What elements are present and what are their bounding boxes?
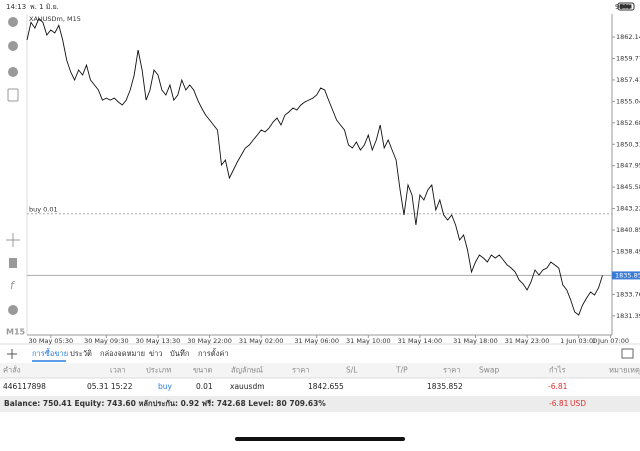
x-tick-label: 1 Jun 03:00 (560, 337, 597, 345)
tab[interactable]: การซื้อขาย (32, 348, 68, 358)
tool-icon[interactable] (8, 305, 18, 315)
x-tick-label: 31 May 23:00 (505, 337, 550, 345)
order-label: buy 0.01 (29, 206, 58, 214)
y-tick-label: 1831.395 (616, 312, 640, 320)
y-tick-label: 1840.855 (616, 226, 640, 234)
total-profit: -6.81 (549, 399, 569, 408)
x-tick-label: 31 May 02:00 (239, 337, 284, 345)
table-cell: 05.31 15:22 (87, 382, 133, 391)
x-tick-label: 30 May 13:30 (136, 337, 181, 345)
tool-icon[interactable]: f (10, 279, 16, 292)
tool-icon[interactable] (8, 67, 18, 77)
table-cell: -6.81 (548, 382, 568, 391)
home-indicator (235, 437, 405, 441)
status-date: พ. 1 มิ.ย. (30, 3, 59, 11)
tab[interactable]: ข่าว (149, 349, 163, 358)
table-cell: xauusdm (230, 382, 265, 391)
summary-bg (0, 396, 640, 412)
y-tick-label: 1857.410 (616, 76, 640, 84)
y-tick-label: 1855.045 (616, 97, 640, 105)
y-tick-label: 1862.140 (616, 33, 640, 41)
bid-label: 1835.852 (615, 271, 640, 279)
tab[interactable]: ประวัติ (70, 349, 92, 358)
summary: Balance: 750.41 Equity: 743.60 หลักประกั… (4, 399, 326, 408)
tool-icon[interactable] (7, 88, 19, 102)
battery-level (619, 4, 632, 9)
column-header: กำไร (549, 366, 566, 375)
tab[interactable]: การตั้งค่า (198, 348, 229, 358)
x-tick-label: 31 May 10:00 (346, 337, 391, 345)
y-tick-label: 1852.680 (616, 119, 640, 127)
column-header: สัญลักษณ์ (231, 366, 263, 375)
table-header-bg (0, 363, 640, 378)
x-tick-label: 30 May 05:30 (29, 337, 74, 345)
tool-icon[interactable] (8, 17, 18, 27)
tool-icon[interactable] (6, 233, 20, 247)
status-time: 14:13 (6, 3, 26, 11)
currency: USD (570, 399, 586, 408)
x-tick-label: 30 May 09:30 (84, 337, 129, 345)
y-tick-label: 1833.760 (616, 290, 640, 298)
column-header: ขนาด (193, 366, 212, 375)
table-cell: 446117898 (3, 382, 46, 391)
x-tick-label: 31 May 14:00 (398, 337, 443, 345)
column-header: Swap (479, 366, 499, 375)
add-button[interactable] (7, 349, 17, 359)
column-header: ประเภท (146, 366, 171, 375)
battery-icon (617, 2, 635, 11)
bid-marker (612, 271, 640, 280)
table-cell: 1835.852 (427, 382, 463, 391)
y-tick-label: 1845.585 (616, 183, 640, 191)
price-line (26, 17, 603, 316)
table-cell: 0.01 (196, 382, 213, 391)
sidebar: f (6, 17, 20, 315)
y-tick-label: 1838.490 (616, 247, 640, 255)
tool-icon[interactable] (8, 41, 18, 51)
column-header: T/P (395, 366, 408, 375)
timeframe[interactable]: M15 (6, 328, 26, 337)
y-tick-label: 1859.775 (616, 54, 640, 62)
panel-toggle[interactable] (621, 348, 634, 359)
x-tick-label: 31 May 18:00 (453, 337, 498, 345)
y-tick-label: 1843.220 (616, 205, 640, 213)
column-header: เวลา (110, 366, 126, 375)
column-header: ราคา (292, 366, 309, 375)
x-tick-label: 30 May 22:00 (187, 337, 232, 345)
column-header: คำสั่ง (3, 365, 21, 375)
x-tick-label: 31 May 06:00 (294, 337, 339, 345)
column-header: ราคา (443, 366, 460, 375)
chart-title: XAUUSDm, M15 (29, 15, 81, 23)
y-tick-label: 1850.315 (616, 140, 640, 148)
column-header: S/L (346, 366, 358, 375)
table-cell: 1842.655 (308, 382, 344, 391)
tab[interactable]: กล่องจดหมาย (100, 349, 145, 358)
x-tick-label: 1 Jun 07:00 (592, 337, 629, 345)
column-header: หมายเหตุ (609, 366, 640, 375)
tool-icon[interactable] (9, 258, 17, 268)
table-cell: buy (158, 382, 173, 391)
tab[interactable]: บันทึก (170, 349, 189, 358)
y-tick-label: 1847.950 (616, 162, 640, 170)
